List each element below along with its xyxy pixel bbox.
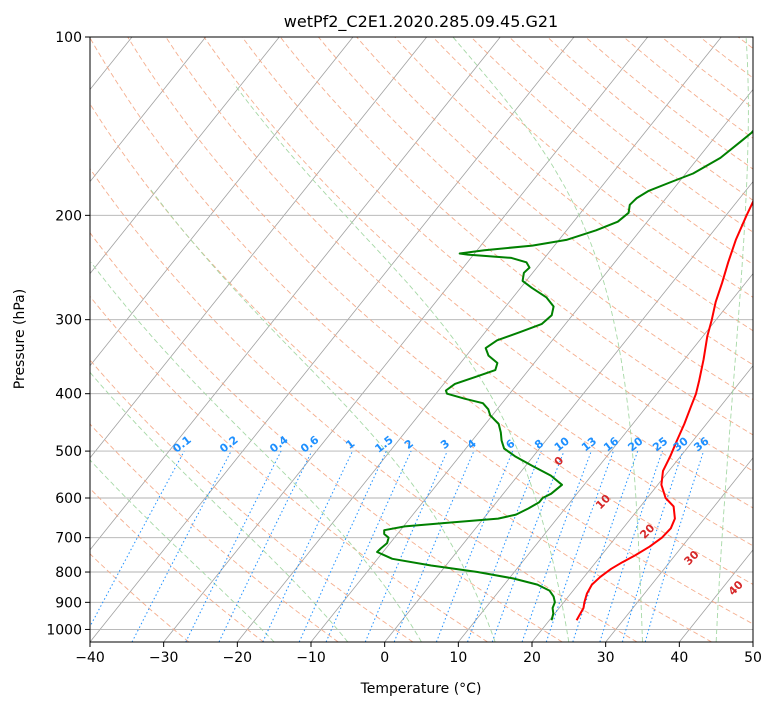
y-tick-label: 400 bbox=[55, 387, 82, 403]
y-tick-label: 100 bbox=[55, 30, 82, 46]
chart-title: wetPf2_C2E1.2020.285.09.45.G21 bbox=[284, 12, 558, 32]
y-tick-label: 900 bbox=[55, 595, 82, 611]
x-tick-label: −30 bbox=[149, 650, 179, 666]
x-tick-label: 20 bbox=[523, 650, 541, 666]
y-tick-label: 300 bbox=[55, 313, 82, 329]
y-tick-label: 1000 bbox=[46, 622, 82, 638]
y-tick-label: 600 bbox=[55, 491, 82, 507]
x-tick-label: −20 bbox=[223, 650, 253, 666]
y-tick-label: 500 bbox=[55, 444, 82, 460]
x-tick-label: −40 bbox=[75, 650, 105, 666]
x-tick-label: 40 bbox=[670, 650, 688, 666]
x-axis-title: Temperature (°C) bbox=[360, 681, 482, 697]
x-tick-label: 10 bbox=[449, 650, 467, 666]
y-tick-label: 700 bbox=[55, 531, 82, 547]
x-tick-label: −10 bbox=[296, 650, 326, 666]
x-tick-label: 30 bbox=[597, 650, 615, 666]
y-tick-label: 800 bbox=[55, 565, 82, 581]
x-tick-label: 0 bbox=[380, 650, 389, 666]
y-axis-title: Pressure (hPa) bbox=[12, 289, 28, 389]
x-tick-label: 50 bbox=[744, 650, 762, 666]
y-tick-label: 200 bbox=[55, 208, 82, 224]
